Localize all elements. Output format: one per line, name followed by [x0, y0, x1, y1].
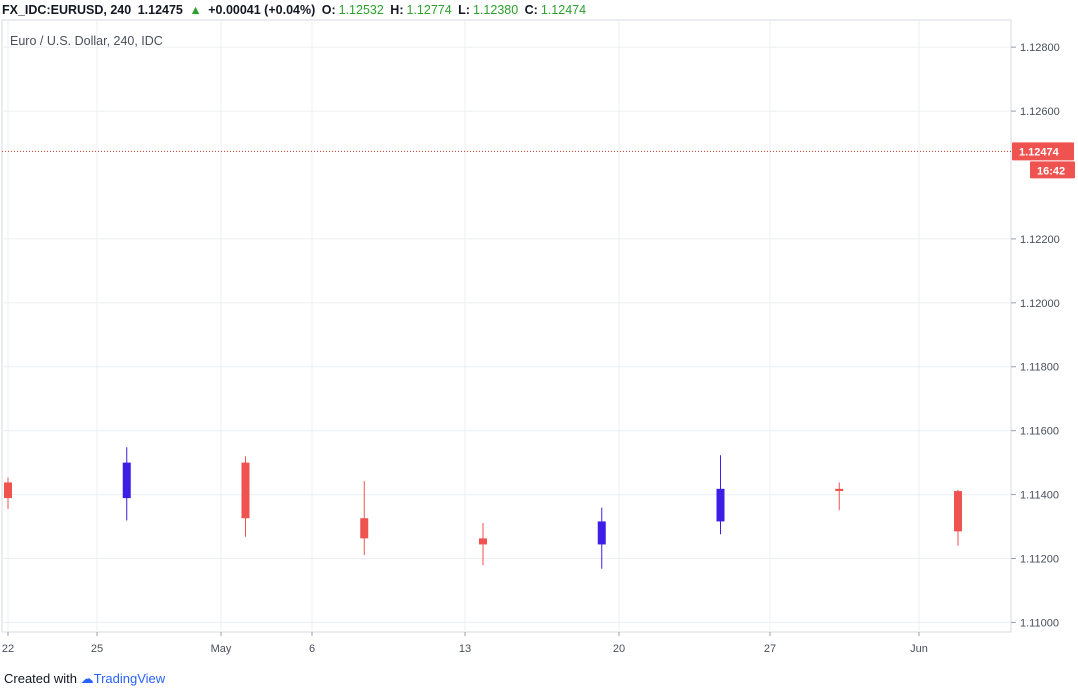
y-tick-label: 1.12600	[1020, 106, 1060, 118]
close-value: 1.12474	[540, 3, 587, 17]
low-label: L:	[458, 3, 470, 17]
candle-down	[241, 456, 250, 537]
price-change: +0.00041 (+0.04%)	[208, 3, 316, 17]
candle-down	[360, 481, 369, 555]
candle-down	[479, 523, 487, 566]
open-label: O:	[321, 3, 336, 17]
y-tick-label: 1.11200	[1020, 553, 1059, 565]
candle-down	[954, 489, 962, 546]
price-axis[interactable]: 1.12800 1.12600 1.12200 1.12000 1.11800 1.116…	[1011, 42, 1060, 629]
x-tick-label: 20	[613, 643, 625, 655]
last-price-badge-label: 1.12474	[1019, 146, 1060, 158]
y-tick-label: 1.11000	[1020, 617, 1059, 629]
candle-body	[241, 462, 250, 519]
time-axis[interactable]: 22 25 May 6 13 20 27 Jun	[2, 632, 928, 655]
open-value: 1.12532	[338, 3, 384, 17]
chart-grid	[1, 19, 1012, 633]
symbol-label: FX_IDC:EURUSD, 240	[2, 3, 132, 17]
candle-up	[597, 507, 606, 569]
candle-body	[716, 488, 725, 522]
y-tick-label: 1.11800	[1020, 362, 1059, 374]
candle-up	[122, 447, 131, 521]
y-tick-label: 1.11600	[1020, 426, 1059, 438]
last-price: 1.12475	[137, 3, 183, 17]
candle-body	[479, 538, 487, 545]
candle-body	[360, 518, 369, 539]
x-tick-label: May	[211, 643, 232, 655]
y-tick-label: 1.12000	[1020, 298, 1060, 310]
y-tick-label: 1.11400	[1020, 490, 1059, 502]
x-tick-label: 22	[2, 643, 14, 655]
candle-body	[4, 482, 12, 499]
candle-down	[835, 482, 844, 511]
y-tick-label: 1.12800	[1020, 42, 1060, 54]
candle-down	[4, 477, 12, 509]
countdown-badge	[1030, 161, 1075, 179]
close-label: C:	[524, 3, 538, 17]
countdown-badge-label: 16:42	[1037, 165, 1065, 177]
x-tick-label: 25	[91, 643, 103, 655]
tradingview-brand: TradingView	[93, 671, 166, 686]
high-label: H:	[390, 3, 404, 17]
x-tick-label: 13	[459, 643, 471, 655]
candle-body	[597, 521, 606, 545]
x-tick-label: 6	[309, 643, 315, 655]
price-labels: 1.12474 16:42	[1012, 142, 1075, 179]
plot-frame	[1, 19, 1012, 633]
candle-body	[954, 491, 962, 532]
candle-up	[716, 455, 725, 535]
chart-title: Euro / U.S. Dollar, 240, IDC	[10, 34, 163, 48]
y-tick-label: 1.12200	[1020, 234, 1060, 246]
x-tick-label: Jun	[910, 643, 928, 655]
change-up-icon: ▲	[189, 3, 202, 17]
footer: Created with ☁TradingView	[4, 671, 165, 687]
candle-body	[122, 462, 131, 499]
candles-layer	[4, 447, 962, 569]
candle-body	[835, 488, 844, 492]
chart-header: FX_IDC:EURUSD, 240 1.12475 ▲ +0.00041 (+…	[2, 1, 589, 19]
high-value: 1.12774	[406, 3, 452, 17]
created-with-label: Created with	[4, 671, 77, 686]
last-price-badge	[1012, 142, 1074, 161]
low-value: 1.12380	[472, 3, 519, 17]
tradingview-logo-icon: ☁	[80, 671, 94, 686]
x-tick-label: 27	[764, 643, 776, 655]
